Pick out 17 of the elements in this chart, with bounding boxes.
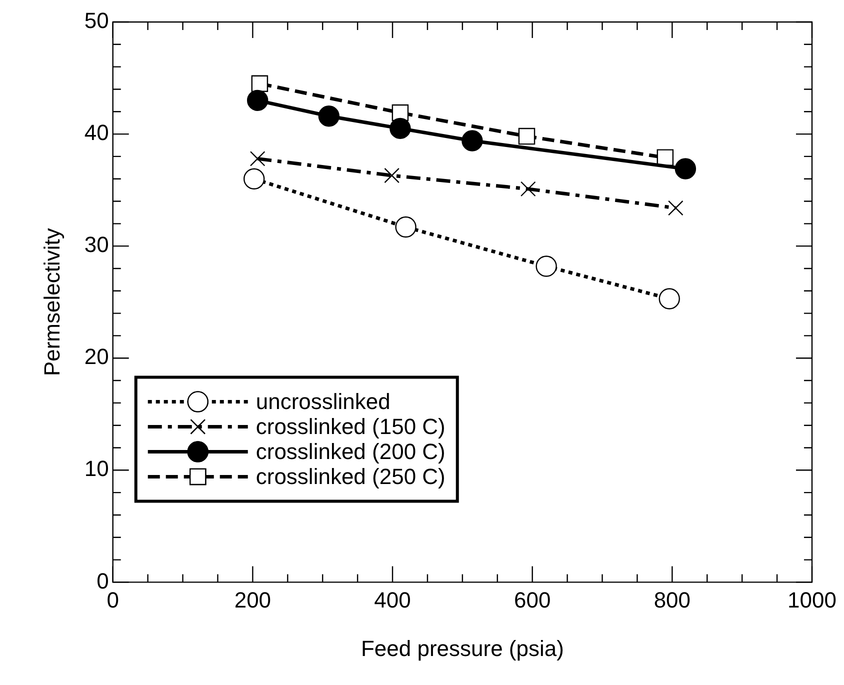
x-tick-label: 400 bbox=[374, 587, 411, 612]
y-tick-label: 50 bbox=[84, 8, 109, 34]
x-axis-title: Feed pressure (psia) bbox=[360, 636, 564, 661]
y-tick-label: 10 bbox=[84, 456, 109, 482]
x-tick-label: 200 bbox=[234, 587, 272, 612]
x-tick-label: 800 bbox=[654, 587, 691, 612]
y-tick-label: 40 bbox=[84, 120, 109, 146]
legend-label: crosslinked (200 C) bbox=[256, 438, 446, 464]
y-tick-label: 20 bbox=[84, 344, 109, 370]
x-tick-label: 600 bbox=[514, 587, 551, 612]
legend-label: crosslinked (250 C) bbox=[256, 464, 446, 489]
x-tick-label: 1000 bbox=[788, 587, 836, 612]
legend-label: uncrosslinked bbox=[256, 388, 390, 414]
y-tick-label: 0 bbox=[96, 568, 109, 594]
legend-label: crosslinked (150 C) bbox=[256, 414, 446, 439]
y-tick-label: 30 bbox=[84, 232, 109, 258]
y-axis-title: Permselectivity bbox=[39, 228, 64, 376]
